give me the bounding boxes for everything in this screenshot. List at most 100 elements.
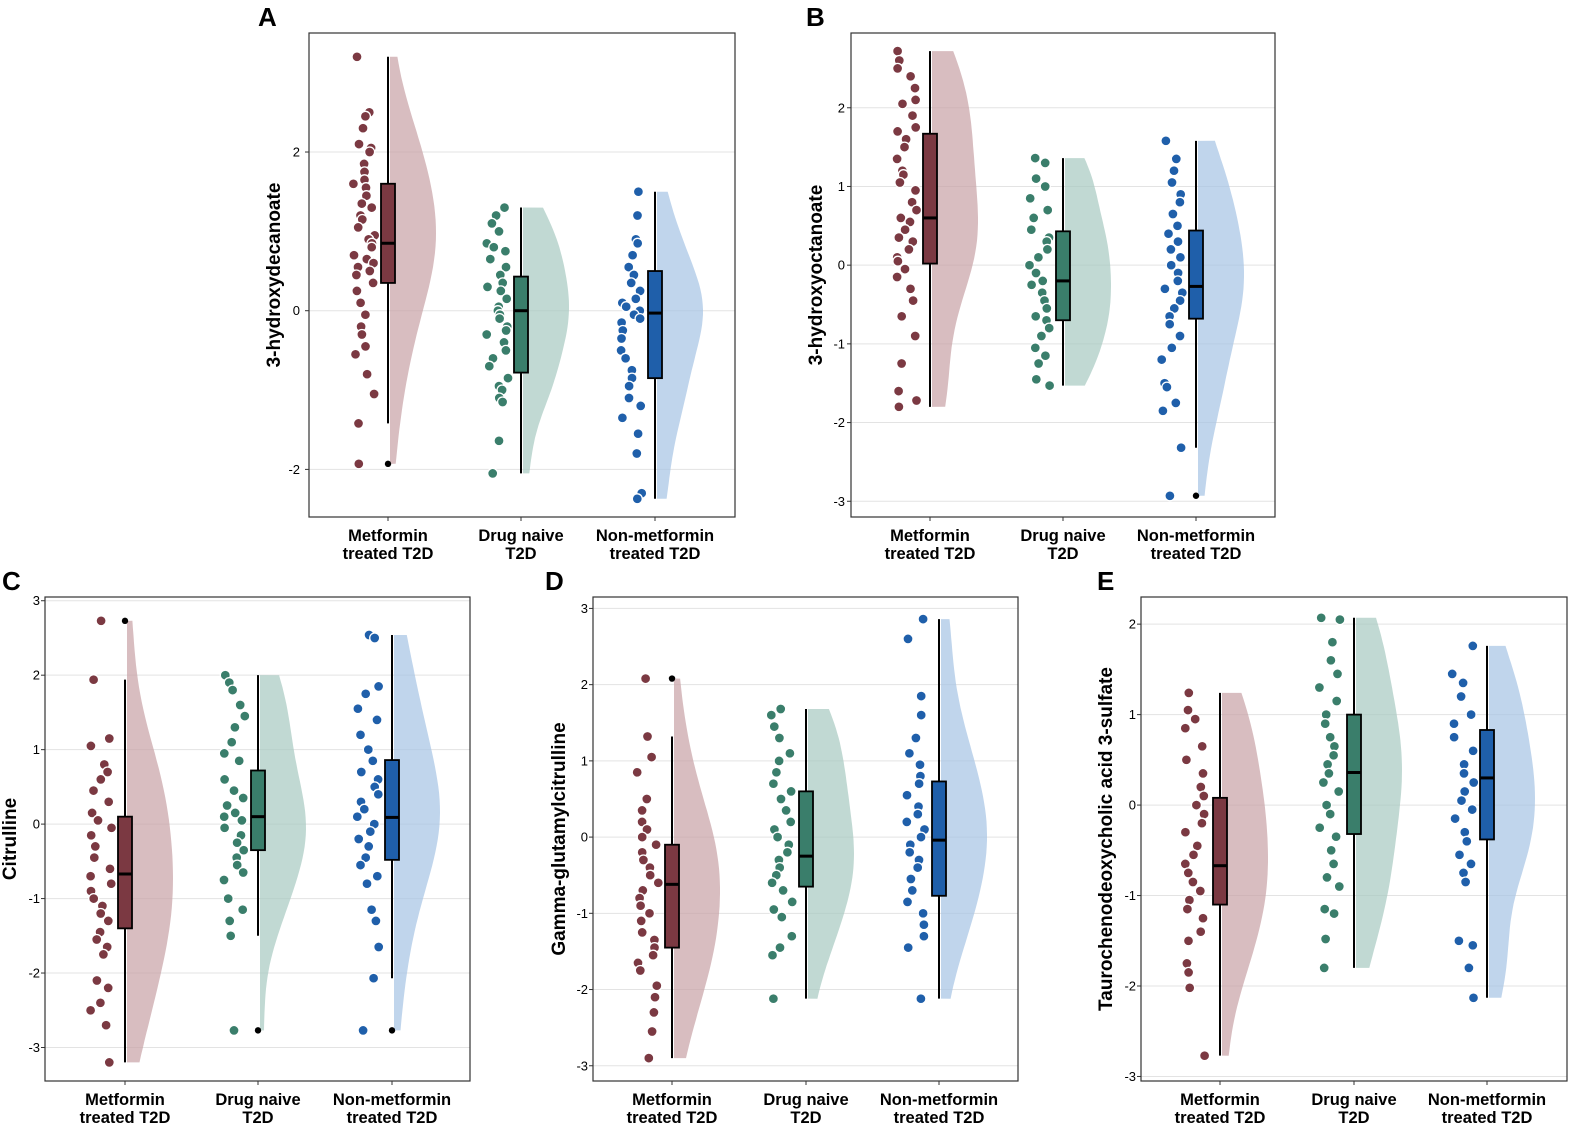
data-point (367, 277, 379, 289)
y-tick-label: 2 (581, 677, 588, 692)
x-tick-label-line: Drug naive (1311, 1091, 1396, 1109)
data-point (365, 904, 378, 916)
y-tick-label: -3 (1124, 1069, 1136, 1084)
data-point (372, 680, 385, 693)
x-tick-label-line: Metformin (348, 527, 428, 545)
data-point (768, 720, 780, 733)
data-point (903, 747, 916, 759)
data-point (367, 972, 380, 984)
box-1 (664, 843, 680, 949)
panel-frame (308, 32, 736, 518)
data-point (483, 360, 495, 372)
data-point (237, 904, 249, 916)
data-point (1197, 767, 1209, 780)
data-point (348, 249, 360, 261)
data-point (351, 811, 363, 823)
y-tick-label: 1 (838, 179, 845, 194)
data-point (1165, 259, 1177, 271)
data-point (105, 822, 118, 834)
data-point (500, 344, 512, 357)
violin-2 (808, 709, 854, 999)
data-point (85, 829, 97, 841)
data-point (500, 324, 512, 337)
data-point (646, 1025, 658, 1038)
y-tick-label: -3 (576, 1058, 588, 1073)
data-point (353, 138, 365, 150)
data-point (372, 788, 384, 800)
x-tick-label-line: treated T2D (343, 545, 434, 563)
data-point (1041, 243, 1054, 256)
data-point (1328, 907, 1340, 920)
outlier-point (254, 1027, 262, 1034)
data-point (354, 859, 367, 871)
data-point (1183, 687, 1195, 699)
data-point (616, 412, 629, 424)
data-point (1190, 799, 1203, 811)
data-point (891, 271, 903, 283)
data-point (635, 400, 647, 412)
data-point (1181, 957, 1193, 970)
data-point (893, 401, 905, 413)
data-point (901, 896, 914, 908)
data-point (1164, 490, 1176, 502)
data-point (1468, 776, 1480, 789)
data-point (218, 822, 231, 834)
data-point (1032, 357, 1045, 370)
box-3 (384, 759, 400, 861)
box-3 (647, 270, 663, 380)
data-point (1319, 718, 1331, 730)
data-point (1182, 966, 1195, 979)
y-tick-label: -2 (28, 966, 40, 981)
data-point (898, 141, 911, 153)
data-point (1321, 758, 1334, 771)
data-point (1187, 876, 1199, 888)
y-axis-label: Citrulline (0, 798, 21, 880)
data-point (634, 312, 646, 325)
data-point (899, 263, 911, 275)
data-point (1467, 745, 1479, 757)
data-point (891, 45, 904, 57)
data-point (891, 125, 904, 138)
data-point (86, 807, 98, 819)
data-point (103, 796, 115, 808)
data-point (1181, 903, 1194, 915)
data-point (1327, 749, 1340, 761)
data-point (775, 703, 787, 715)
data-point (89, 840, 101, 853)
data-point (1327, 858, 1340, 870)
data-point (903, 243, 915, 256)
data-point (1198, 790, 1210, 802)
data-point (1179, 722, 1191, 734)
data-point (496, 396, 509, 408)
data-point (103, 732, 115, 745)
x-tick-label: Metformin treated T2D (1175, 1091, 1266, 1127)
y-axis-label: 3-hydroxyoctanoate (806, 185, 827, 366)
x-tick-label-line: treated T2D (80, 1109, 171, 1127)
panel-frame (850, 32, 1276, 518)
data-point (353, 833, 365, 845)
y-tick-label: 1 (581, 753, 588, 768)
data-point (362, 743, 374, 756)
data-point (218, 747, 230, 760)
data-point (361, 368, 373, 380)
data-point (228, 784, 240, 797)
outlier-point (1192, 492, 1200, 499)
data-point (1334, 613, 1346, 626)
data-point (777, 884, 789, 897)
data-point (363, 840, 375, 853)
data-point (229, 721, 241, 733)
data-point (1167, 208, 1179, 220)
data-point (1166, 176, 1178, 189)
data-point (94, 997, 107, 1009)
x-tick-label-line: treated T2D (610, 545, 701, 563)
data-point (915, 709, 927, 721)
data-point (88, 851, 100, 864)
data-point (1313, 681, 1326, 694)
x-tick-label: Metformin treated T2D (885, 527, 976, 563)
x-tick-label-line: Non-metformin (1428, 1091, 1546, 1109)
data-point (766, 877, 778, 889)
data-point (904, 846, 916, 858)
data-point (498, 201, 511, 214)
data-point (637, 854, 650, 866)
data-point (1325, 844, 1337, 856)
